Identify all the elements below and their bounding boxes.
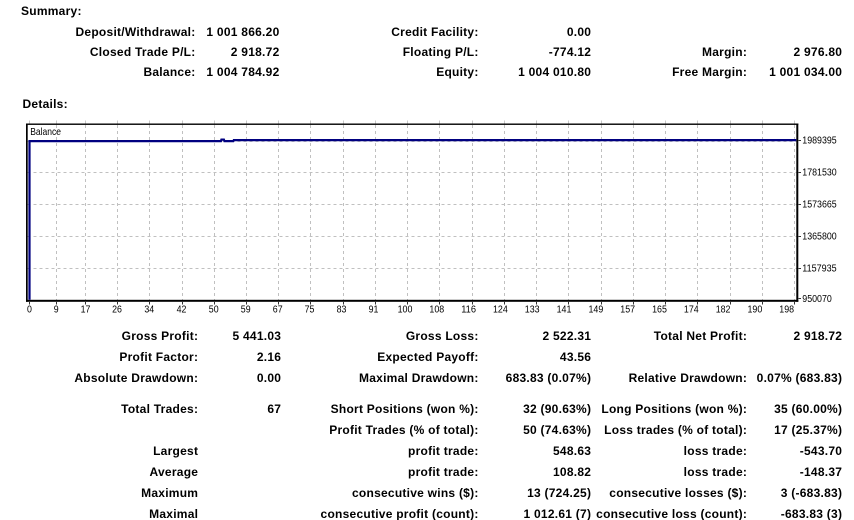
svg-text:950070: 950070 — [802, 294, 832, 305]
svg-text:Balance: Balance — [30, 126, 61, 138]
svg-text:1573665: 1573665 — [802, 200, 837, 211]
svg-text:1781530: 1781530 — [802, 167, 837, 178]
svg-text:34: 34 — [144, 305, 154, 316]
svg-text:1989395: 1989395 — [802, 135, 837, 146]
svg-text:133: 133 — [525, 305, 540, 316]
svg-text:149: 149 — [589, 305, 604, 316]
svg-text:1365800: 1365800 — [802, 232, 837, 243]
svg-text:83: 83 — [337, 305, 347, 316]
svg-text:174: 174 — [684, 305, 699, 316]
svg-text:182: 182 — [716, 305, 731, 316]
svg-text:100: 100 — [398, 305, 413, 316]
svg-text:116: 116 — [461, 305, 476, 316]
svg-text:165: 165 — [652, 305, 667, 316]
svg-text:26: 26 — [112, 305, 122, 316]
svg-text:190: 190 — [748, 305, 763, 316]
svg-text:157: 157 — [620, 305, 635, 316]
svg-text:124: 124 — [493, 305, 508, 316]
svg-text:198: 198 — [779, 305, 794, 316]
svg-text:9: 9 — [54, 305, 59, 316]
svg-text:75: 75 — [305, 305, 315, 316]
svg-text:42: 42 — [177, 305, 187, 316]
svg-text:50: 50 — [209, 305, 219, 316]
svg-text:1157935: 1157935 — [802, 264, 837, 275]
svg-text:91: 91 — [369, 305, 379, 316]
svg-text:59: 59 — [241, 305, 251, 316]
svg-text:0: 0 — [27, 305, 32, 316]
svg-text:17: 17 — [81, 305, 91, 316]
svg-text:67: 67 — [273, 305, 283, 316]
svg-text:141: 141 — [557, 305, 572, 316]
svg-text:108: 108 — [429, 305, 444, 316]
